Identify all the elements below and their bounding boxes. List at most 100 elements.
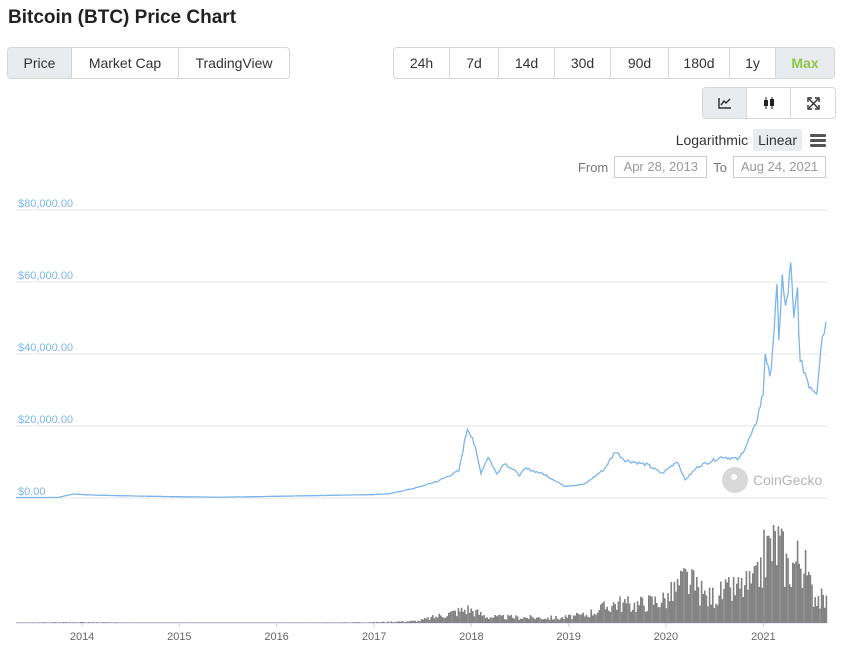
volume-bar <box>224 622 226 623</box>
volume-bar <box>662 592 664 623</box>
volume-bar <box>542 619 544 623</box>
volume-bar <box>707 606 709 623</box>
volume-bar <box>227 622 229 623</box>
volume-bar <box>492 617 495 623</box>
volume-bar <box>128 622 130 623</box>
volume-bar <box>539 617 541 623</box>
volume-bar <box>168 622 170 623</box>
volume-bar <box>248 622 250 623</box>
volume-bar <box>408 621 410 623</box>
tab-price[interactable]: Price <box>8 48 72 78</box>
volume-bar <box>126 622 128 623</box>
volume-bar <box>334 622 336 623</box>
from-date-input[interactable]: Apr 28, 2013 <box>614 156 708 178</box>
coingecko-watermark: CoinGecko <box>722 467 822 493</box>
volume-bar <box>86 622 88 623</box>
volume-bar <box>251 622 253 623</box>
volume-bar <box>312 622 314 623</box>
range-24h-button[interactable]: 24h <box>394 48 450 78</box>
volume-bar <box>585 614 588 623</box>
range-14d-button[interactable]: 14d <box>499 48 555 78</box>
volume-bar <box>547 617 549 623</box>
price-chart[interactable]: $0.00 $20,000.00 $40,000.00 $60,000.00 $80,0… <box>0 190 842 650</box>
volume-bar <box>406 621 408 623</box>
volume-bar <box>435 616 437 623</box>
volume-bar <box>20 622 23 623</box>
volume-bar <box>240 622 242 623</box>
volume-bar <box>617 601 620 623</box>
volume-bar <box>664 598 666 623</box>
volume-bar <box>116 622 119 623</box>
volume-bar <box>590 609 592 623</box>
line-chart-icon <box>717 98 731 109</box>
volume-bar <box>409 620 412 623</box>
volume-bar <box>548 619 551 623</box>
volume-bar <box>35 622 37 623</box>
price-series-line <box>16 262 827 499</box>
linear-option[interactable]: Linear <box>753 129 802 151</box>
volume-bar <box>262 622 264 623</box>
volume-bar <box>364 622 367 623</box>
volume-bar <box>278 622 280 623</box>
page-title: Bitcoin (BTC) Price Chart <box>8 7 237 28</box>
volume-bar <box>476 609 479 623</box>
volume-bar <box>784 586 786 623</box>
volume-bar <box>94 622 96 623</box>
volume-bar <box>356 622 359 623</box>
volume-bar <box>180 622 183 623</box>
volume-bar <box>91 622 93 623</box>
range-180d-button[interactable]: 180d <box>669 48 730 78</box>
volume-bar <box>569 614 572 623</box>
range-1y-button[interactable]: 1y <box>730 48 776 78</box>
range-max-button[interactable]: Max <box>776 48 834 78</box>
volume-bar <box>676 579 679 623</box>
volume-bar <box>412 620 415 623</box>
volume-bar <box>518 619 520 623</box>
volume-bar <box>265 622 268 623</box>
tab-market-cap[interactable]: Market Cap <box>72 48 179 78</box>
range-30d-button[interactable]: 30d <box>555 48 611 78</box>
volume-bar <box>681 571 684 623</box>
volume-bar <box>769 538 772 623</box>
volume-bar <box>780 528 783 623</box>
tab-tradingview[interactable]: TradingView <box>195 55 273 71</box>
volume-bar <box>254 622 256 623</box>
hamburger-menu-icon[interactable] <box>810 133 826 147</box>
volume-bar <box>123 622 125 623</box>
volume-bar <box>160 622 162 623</box>
volume-bar <box>57 622 60 623</box>
to-date-input[interactable]: Aug 24, 2021 <box>733 156 826 178</box>
volume-bar <box>163 622 165 623</box>
volume-bar <box>110 622 112 623</box>
volume-bar <box>166 622 168 623</box>
volume-bar <box>441 617 444 623</box>
range-90d-button[interactable]: 90d <box>611 48 669 78</box>
volume-bar <box>432 615 434 623</box>
volume-bar <box>473 616 476 623</box>
volume-bar <box>171 622 173 623</box>
volume-bar <box>545 619 548 623</box>
volume-bar <box>729 587 732 623</box>
fullscreen-button[interactable] <box>791 88 835 118</box>
logarithmic-option[interactable]: Logarithmic <box>675 132 749 148</box>
volume-bar <box>464 609 466 623</box>
volume-bar <box>795 561 797 623</box>
volume-bar <box>755 565 757 623</box>
y-tick-label: $60,000.00 <box>18 270 73 282</box>
volume-bar <box>64 622 66 623</box>
volume-bar <box>606 606 608 623</box>
volume-bar <box>619 596 621 623</box>
volume-bar <box>81 622 84 623</box>
volume-bar <box>700 580 703 623</box>
candlestick-button[interactable] <box>747 88 791 118</box>
volume-bar <box>347 622 349 623</box>
line-chart-button[interactable] <box>703 88 747 118</box>
volume-bar <box>156 622 159 623</box>
volume-bar <box>60 622 63 623</box>
volume-bar <box>238 622 240 623</box>
range-7d-button[interactable]: 7d <box>450 48 499 78</box>
volume-bar <box>368 622 370 623</box>
volume-bar <box>27 622 29 623</box>
volume-bar <box>804 550 807 623</box>
volume-bar <box>323 622 325 623</box>
